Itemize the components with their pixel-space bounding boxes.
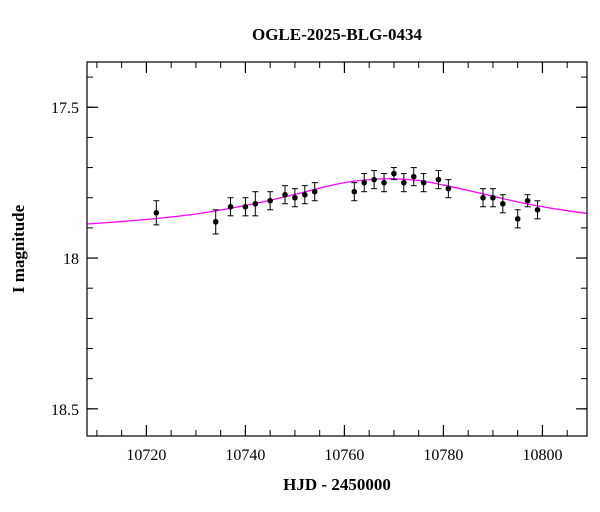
data-point-marker <box>381 179 387 186</box>
x-tick-label: 10760 <box>324 447 364 464</box>
data-point-marker <box>435 176 442 183</box>
data-point <box>524 194 531 208</box>
data-point-marker <box>500 200 506 207</box>
data-point <box>381 173 388 193</box>
data-point <box>489 188 496 208</box>
data-point-marker <box>514 216 521 222</box>
data-point-marker <box>410 173 417 180</box>
data-point <box>410 167 417 187</box>
plot-frame <box>86 61 588 437</box>
x-tick-label: 10720 <box>126 447 166 464</box>
data-point-marker <box>534 206 541 213</box>
y-tick-label: 17.5 <box>51 100 79 117</box>
data-point <box>400 173 407 193</box>
data-point <box>390 167 397 181</box>
data-point-marker <box>311 188 318 195</box>
data-point <box>311 182 318 202</box>
data-point <box>252 191 259 217</box>
data-point <box>301 185 308 205</box>
data-point-marker <box>401 179 407 186</box>
x-tick-label: 10800 <box>522 447 562 464</box>
data-point <box>351 182 358 202</box>
chart-title: OGLE-2025-BLG-0434 <box>252 25 423 44</box>
data-point-marker <box>371 176 377 183</box>
data-point-marker <box>212 219 219 225</box>
model-curve-group <box>86 178 588 225</box>
data-point <box>371 170 378 190</box>
data-point-marker <box>480 194 486 201</box>
data-point <box>212 209 219 235</box>
x-tick-label: 10740 <box>225 447 265 464</box>
data-point <box>282 185 289 205</box>
data-point-marker <box>282 191 288 198</box>
data-point-marker <box>524 197 531 204</box>
data-point <box>435 170 442 190</box>
data-point <box>153 200 160 226</box>
data-point-marker <box>292 194 298 201</box>
data-point-marker <box>351 188 358 195</box>
data-point-marker <box>445 185 452 192</box>
x-tick-label: 10780 <box>423 447 463 464</box>
data-point-marker <box>153 210 160 216</box>
data-point <box>291 188 298 208</box>
data-point <box>361 173 368 193</box>
data-point-marker <box>252 200 259 207</box>
data-point-marker <box>420 179 427 186</box>
data-point-marker <box>267 197 273 204</box>
data-point-marker <box>490 194 496 201</box>
data-point <box>480 188 487 208</box>
axes: 10720 10740 10760 10780 10800 17.5 18 18.5 <box>51 62 587 464</box>
data-point-marker <box>361 179 368 186</box>
data-points-group <box>153 167 541 235</box>
x-axis-label: HJD - 2450000 <box>283 475 391 494</box>
data-point-marker <box>302 191 308 198</box>
data-point <box>534 200 541 220</box>
data-point <box>499 194 506 214</box>
y-tick-label: 18.5 <box>51 402 79 419</box>
data-point <box>227 197 234 217</box>
data-point-marker <box>242 203 249 210</box>
data-point-marker <box>391 170 397 177</box>
data-point <box>242 197 249 217</box>
y-axis-label: I magnitude <box>9 204 28 293</box>
data-point <box>267 191 274 211</box>
data-point <box>420 173 427 193</box>
data-point <box>445 179 452 199</box>
data-point-marker <box>227 203 234 210</box>
model-curve <box>86 178 588 225</box>
data-point <box>514 209 521 229</box>
y-tick-label: 18 <box>63 251 79 268</box>
